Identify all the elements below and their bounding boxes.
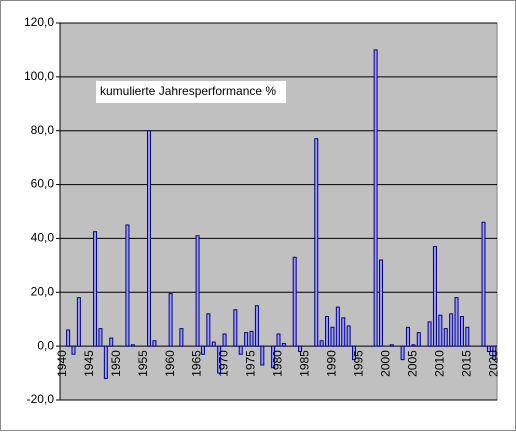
bar [405,326,410,347]
bar [260,345,265,366]
x-tick-label: 1970 [217,350,231,377]
x-tick-label: 1985 [298,350,312,377]
bar [411,344,416,347]
bar [222,333,227,347]
bar [71,345,76,355]
bar [195,235,200,347]
bar [238,345,243,355]
bar [76,297,81,347]
bar [432,246,437,347]
bar [319,340,324,347]
bar [244,332,249,347]
bar [481,221,486,347]
y-tick-label: 120,0 [24,15,54,29]
y-tick-label: 100,0 [24,69,54,83]
bar [292,256,297,347]
bar [276,333,281,347]
bar [400,345,405,361]
bar [200,345,205,355]
x-tick-label: 1990 [325,350,339,377]
y-tick-label: -20,0 [27,392,55,406]
bar [211,341,216,347]
x-tick-label: 1950 [109,350,123,377]
bar [66,329,71,347]
y-tick-label: 0,0 [37,338,54,352]
x-tick-label: 2000 [379,350,393,377]
bar [373,49,378,347]
bar [335,306,340,347]
x-tick-label: 2005 [406,350,420,377]
bar [152,340,157,347]
bar [416,332,421,347]
bar [125,224,130,347]
x-tick-label: 1940 [55,350,69,377]
x-tick-label: 1995 [352,350,366,377]
bar [98,328,103,347]
annotation: kumulierte Jahresperformance % [100,84,276,98]
bar [486,345,491,353]
bar [93,231,98,347]
x-tick-label: 1960 [163,350,177,377]
y-tick-label: 80,0 [31,123,55,137]
bar [254,305,259,347]
bar [249,330,254,347]
y-tick-label: 20,0 [31,284,55,298]
bar [179,328,184,347]
bar [314,138,319,347]
bar [168,293,173,347]
bar [271,345,276,369]
bar [298,345,303,353]
x-tick-label: 2020 [486,350,500,377]
y-tick-label: 60,0 [31,177,55,191]
bar [233,309,238,347]
x-tick-label: 2010 [433,350,447,377]
bar [330,326,335,347]
bar [325,316,330,347]
bar [206,313,211,347]
bar [454,297,459,347]
bar [147,130,152,347]
bar [449,313,454,347]
bar [103,345,108,379]
bar [109,337,114,347]
bar [281,342,286,347]
bar [465,326,470,347]
bar [352,345,357,361]
x-tick-label: 1980 [271,350,285,377]
bar [379,259,384,347]
bar [217,345,222,374]
bar [389,344,394,347]
x-tick-label: 1955 [136,350,150,377]
bar [427,321,432,347]
y-tick-label: 40,0 [31,231,55,245]
bar [438,314,443,347]
x-tick-label: 2015 [459,350,473,377]
annotation-box [96,81,286,103]
x-tick-label: 1975 [244,350,258,377]
bar [459,316,464,347]
bar [130,344,135,347]
bar [492,345,497,361]
bar [443,328,448,347]
bar [346,325,351,347]
bar [341,317,346,347]
x-tick-label: 1965 [190,350,204,377]
x-tick-label: 1945 [82,350,96,377]
